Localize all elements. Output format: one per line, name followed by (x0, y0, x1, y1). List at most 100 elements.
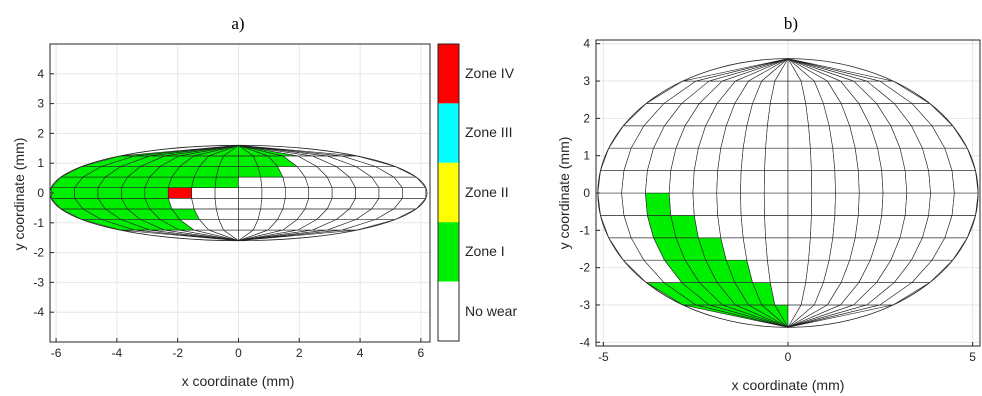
panel-a-mesh-cell (215, 208, 239, 220)
panel-b-mesh-cell (763, 192, 789, 216)
panel-a-mesh-cell (214, 198, 239, 210)
panel-b-mesh-cell (810, 215, 836, 239)
panel-a-mesh-cell (144, 176, 173, 188)
panel-a-xtick-label: 6 (418, 346, 425, 360)
panel-b-ytick-label: 4 (583, 37, 590, 51)
panel-a-mesh-cell (167, 198, 195, 210)
panel-b-mesh-cell (668, 170, 695, 194)
panel-b-xtick-label: 0 (785, 350, 792, 364)
panel-a-ylabel: y coordinate (mm) (11, 138, 27, 251)
panel-b-mesh-cell (740, 147, 766, 171)
panel-a-mesh-cell (238, 187, 263, 199)
panel-a-xtick-label: -6 (51, 346, 62, 360)
colorbar-label-zone2: Zone II (465, 184, 509, 200)
panel-a-mesh-cell (74, 187, 99, 199)
panel-a-mesh-cell (50, 187, 75, 199)
panel-a-xtick-label: 0 (235, 346, 242, 360)
colorbar-label-nowear: No wear (465, 303, 517, 319)
panel-a-ytick-label: -4 (33, 305, 44, 319)
panel-b-mesh-cell (904, 170, 931, 194)
panel-b-mesh-cell (597, 170, 625, 194)
panel-b-mesh-cell (742, 125, 768, 149)
panel-a-ytick-label: 1 (37, 156, 44, 170)
panel-b-yticks: -4 -3 -2 -1 0 1 2 3 4 (579, 37, 600, 349)
panel-a-mesh-cell (97, 187, 122, 199)
panel-b-mesh-cell (854, 147, 883, 171)
panel-b-mesh-cell (765, 125, 789, 149)
panel-a-mesh-cell (238, 166, 261, 178)
panel-a-mesh-cell (238, 208, 261, 220)
panel-b-ytick-label: 0 (583, 186, 590, 200)
panel-b-mesh-cell (693, 215, 722, 239)
panel-a-title: a) (231, 14, 244, 33)
panel-a-mesh-cell (285, 187, 310, 199)
panel-b-mesh-cell (645, 170, 672, 194)
panel-b-ytick-label: 3 (583, 74, 590, 88)
panel-b-mesh-cell (854, 215, 883, 239)
panel-b-mesh-cell (692, 170, 718, 194)
panel-a-xlabel: x coordinate (mm) (182, 373, 295, 389)
panel-b-ytick-label: -2 (579, 261, 590, 275)
panel-b-mesh-cell (832, 215, 859, 239)
panel-a-mesh-cell (144, 187, 169, 199)
panel-a-mesh-cell (215, 166, 239, 178)
panel-a-mesh-cell (260, 198, 286, 210)
colorbar-label-zone4: Zone IV (465, 65, 515, 81)
panel-a-ytick-label: 2 (37, 126, 44, 140)
panel-b-mesh-cell (787, 147, 812, 171)
panel-a-mesh-cell (167, 187, 192, 199)
colorbar-label-zone3: Zone III (465, 124, 512, 140)
panel-a-xtick-label: 2 (296, 346, 303, 360)
colorbar-zone2 (438, 162, 459, 223)
panel-b-mesh-cell (811, 170, 836, 194)
panel-b-xtick-label: 5 (969, 350, 976, 364)
panel-b-mesh-cell (740, 215, 766, 239)
panel-b-mesh-cell (787, 215, 812, 239)
panel-a-mesh-cell (191, 176, 217, 188)
panel-a-xtick-label: 4 (357, 346, 364, 360)
panel-b-ytick-label: -1 (579, 223, 590, 237)
panel-a-mesh-cell (238, 145, 358, 157)
colorbar-nowear (438, 281, 459, 341)
panel-b-mesh-cell (787, 125, 811, 149)
panel-b-mesh-cell (787, 259, 809, 283)
panel-a-mesh-cell (167, 176, 195, 188)
panel-a-ytick-label: -3 (33, 275, 44, 289)
panel-b-cells (597, 58, 979, 328)
panel-a-mesh-cell (191, 187, 216, 199)
panel-a-mesh-cell (282, 198, 310, 210)
panel-b-mesh-cell (597, 192, 625, 216)
panel-b-mesh-cell (832, 147, 859, 171)
panel-b-xticks: -5 0 5 (598, 342, 976, 364)
panel-b-mesh-cell (740, 192, 765, 216)
panel-b-mesh-cell (928, 192, 955, 216)
colorbar-zone4 (438, 44, 459, 104)
panel-b-mesh-cell (928, 170, 955, 194)
panel-b-xtick-label: -5 (598, 350, 609, 364)
panel-a-mesh-cell (355, 187, 380, 199)
panel-a-ytick-label: -1 (33, 216, 44, 230)
panel-b-mesh-cell (881, 192, 908, 216)
panel-b-ytick-label: -3 (579, 298, 590, 312)
panel-b-mesh-cell (858, 170, 884, 194)
panel-b-mesh-cell (951, 192, 979, 216)
panel-a-mesh-cell (214, 176, 239, 188)
panel-a-mesh-cell (331, 187, 356, 199)
panel-a-mesh-cell (260, 176, 286, 188)
panel-b-mesh-cell (645, 192, 672, 216)
panel-b-mesh-cell (716, 170, 742, 194)
panel-a-xticks: -6 -4 -2 0 2 4 6 (51, 338, 425, 360)
colorbar-zone3 (438, 103, 459, 163)
panel-b-mesh-cell (717, 215, 744, 239)
panel-a-mesh-cell (261, 187, 286, 199)
panel-b-mesh-cell (787, 103, 809, 127)
panel-b-mesh-cell (904, 192, 931, 216)
panel-a-xtick-label: -2 (172, 346, 183, 360)
panel-a-xtick-label: -4 (112, 346, 123, 360)
panel-b-title: b) (784, 14, 798, 33)
panel-a-mesh-cell (238, 176, 263, 188)
colorbar: Zone IV Zone III Zone II Zone I No wear (437, 43, 517, 342)
panel-b-mesh-cell (787, 192, 813, 216)
panel-b-mesh-cell (881, 170, 908, 194)
